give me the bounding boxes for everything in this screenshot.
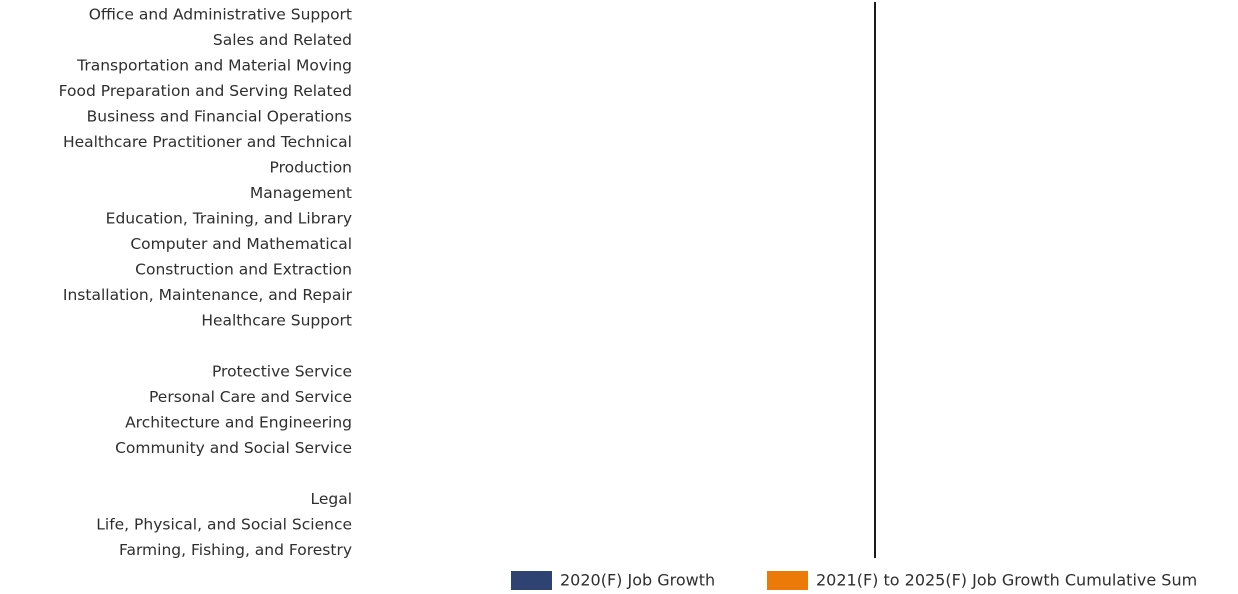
legend-swatch bbox=[767, 571, 808, 590]
legend-swatch bbox=[511, 571, 552, 590]
category-label: Sales and Related bbox=[213, 31, 352, 49]
category-label: Healthcare Support bbox=[201, 312, 352, 330]
category-label: Education, Training, and Library bbox=[106, 210, 352, 228]
category-label: Legal bbox=[310, 490, 352, 508]
category-label: Protective Service bbox=[212, 363, 352, 381]
legend-label: 2020(F) Job Growth bbox=[560, 571, 715, 590]
category-label: Construction and Extraction bbox=[135, 261, 352, 279]
category-label: Installation, Maintenance, and Repair bbox=[63, 286, 353, 304]
category-label: Business and Financial Operations bbox=[87, 108, 352, 126]
legend: 2020(F) Job Growth 2021(F) to 2025(F) Job… bbox=[511, 571, 1197, 590]
category-label: Food Preparation and Serving Related bbox=[59, 82, 352, 100]
category-label: Personal Care and Service bbox=[149, 388, 352, 406]
category-label: Life, Physical, and Social Science bbox=[96, 516, 352, 534]
category-label: Healthcare Practitioner and Technical bbox=[63, 133, 352, 151]
category-label: Transportation and Material Moving bbox=[76, 57, 352, 75]
category-labels: Office and Administrative Support Sales a… bbox=[59, 6, 353, 560]
category-label: Management bbox=[250, 184, 352, 202]
category-label: Architecture and Engineering bbox=[125, 414, 352, 432]
category-label: Computer and Mathematical bbox=[130, 235, 352, 253]
category-label: Farming, Fishing, and Forestry bbox=[119, 541, 352, 559]
category-label: Community and Social Service bbox=[115, 439, 352, 457]
category-label: Office and Administrative Support bbox=[89, 6, 352, 24]
legend-label: 2021(F) to 2025(F) Job Growth Cumulative… bbox=[816, 571, 1197, 590]
category-label: Production bbox=[270, 159, 352, 177]
